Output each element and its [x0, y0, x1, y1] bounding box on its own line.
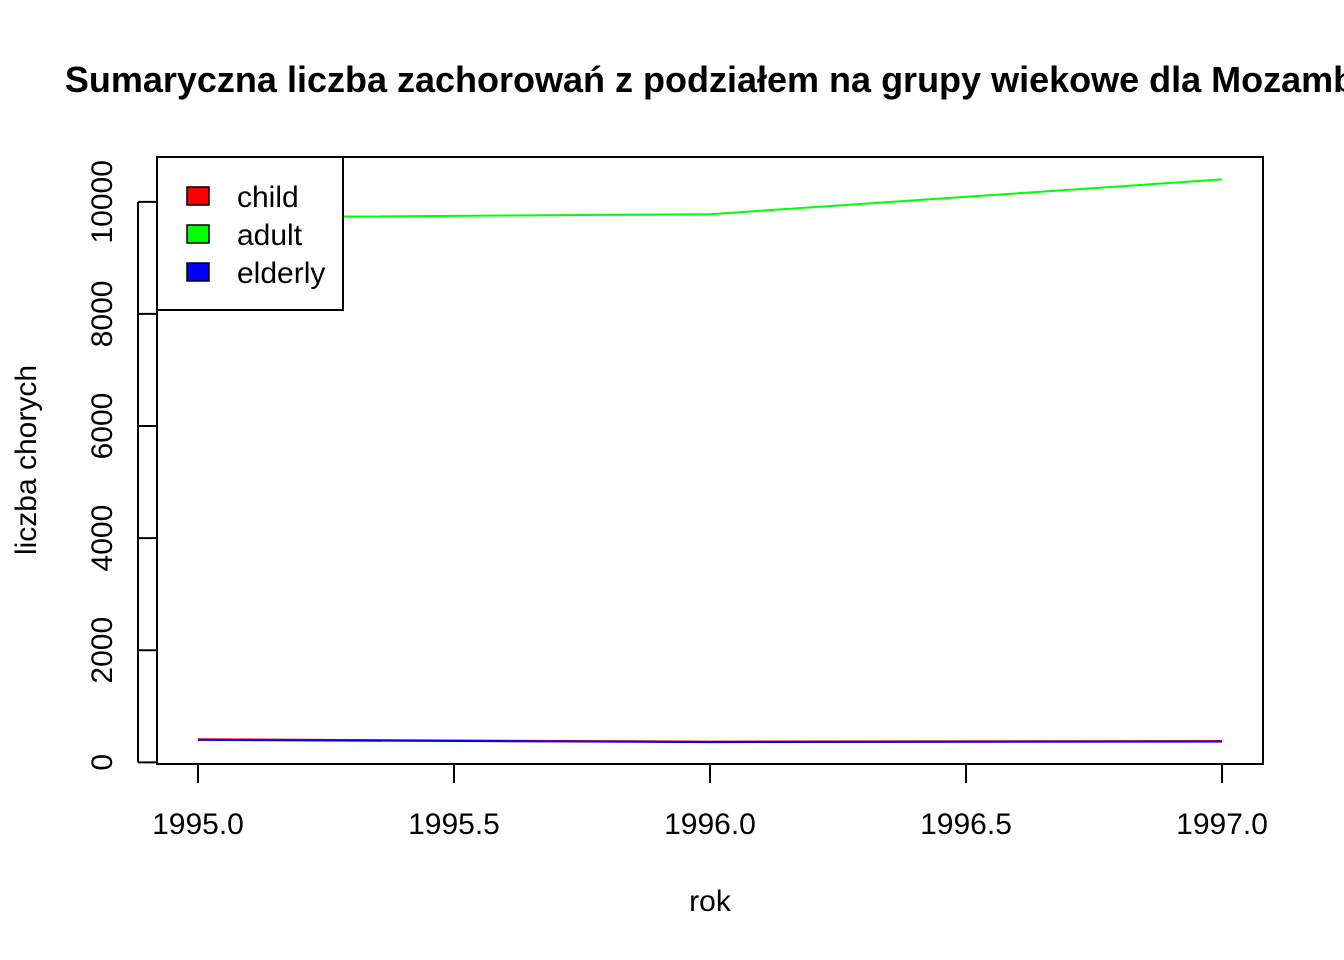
- legend-swatch-adult: [186, 224, 210, 244]
- y-axis: 0 2000 4000 6000 8000 10000: [86, 160, 157, 771]
- legend-swatch-child: [186, 186, 210, 206]
- legend-swatch-elderly: [186, 262, 210, 282]
- series-line-adult: [197, 178, 1223, 219]
- y-tick-label: 0: [86, 754, 119, 771]
- x-axis: 1995.0 1995.5 1996.0 1996.5 1997.0: [152, 763, 1268, 841]
- legend-label-adult: adult: [237, 219, 303, 252]
- y-tick-label: 6000: [86, 393, 119, 460]
- x-tick-label: 1997.0: [1176, 808, 1268, 841]
- series-line-elderly: [197, 738, 1223, 744]
- y-axis-label: liczba chorych: [10, 365, 43, 555]
- legend: child adult elderly: [156, 156, 344, 311]
- y-tick-label: 10000: [86, 160, 119, 243]
- y-tick-label: 4000: [86, 505, 119, 572]
- x-tick-label: 1995.0: [152, 808, 244, 841]
- x-tick-label: 1996.0: [664, 808, 756, 841]
- chart-title: Sumaryczna liczba zachorowań z podziałem…: [65, 59, 1344, 100]
- y-tick-label: 8000: [86, 281, 119, 348]
- series-layer: [197, 178, 1223, 744]
- x-tick-label: 1995.5: [408, 808, 500, 841]
- x-tick-label: 1996.5: [920, 808, 1012, 841]
- x-axis-label: rok: [689, 885, 732, 918]
- legend-label-elderly: elderly: [237, 257, 325, 290]
- legend-label-child: child: [237, 181, 299, 214]
- y-tick-label: 2000: [86, 617, 119, 684]
